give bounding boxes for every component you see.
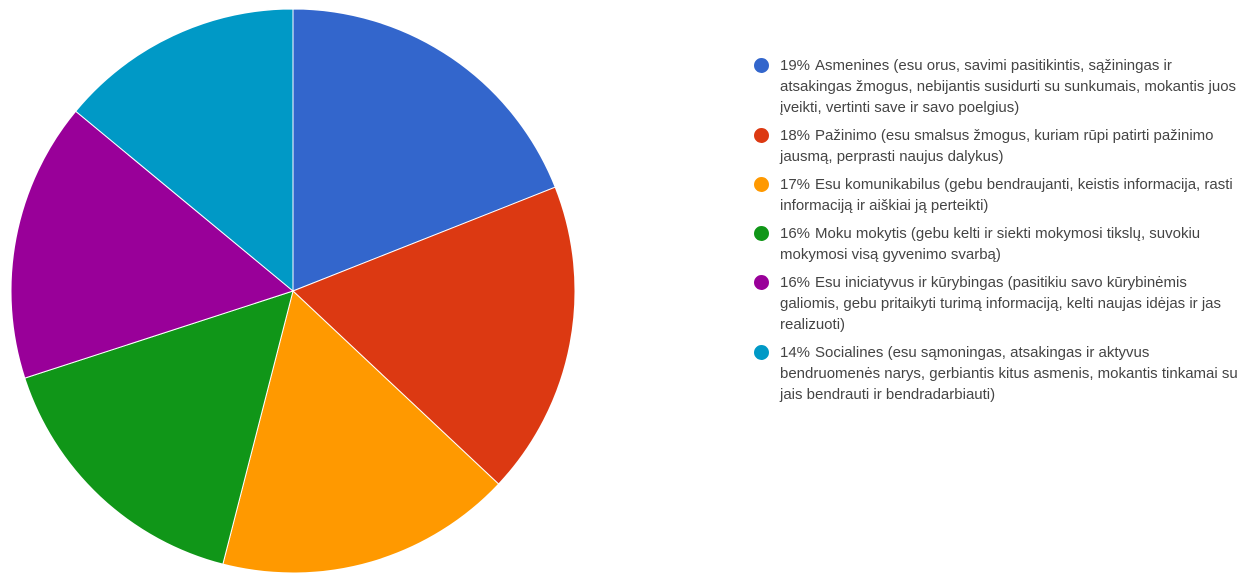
legend-percent: 18%: [780, 127, 811, 144]
legend-marker: [754, 226, 769, 241]
pie-slice: [222, 290, 500, 574]
legend-label: Esu iniciatyvus ir kūrybingas (pasitikiu…: [780, 274, 1222, 333]
legend-item: 16% Esu iniciatyvus ir kūrybingas (pasiti…: [752, 272, 1247, 335]
chart: [10, 8, 576, 574]
legend-label: Esu komunikabilus (gebu bendraujanti, ke…: [780, 176, 1233, 214]
legend-percent: 16%: [780, 225, 811, 242]
legend-marker: [754, 177, 769, 192]
pie-slice: [292, 186, 576, 485]
legend-item: 17% Esu komunikabilus (gebu bendraujanti,…: [752, 174, 1247, 216]
legend-percent: 19%: [780, 57, 811, 74]
legend-item: 16% Moku mokytis (gebu kelti ir siekti mo…: [752, 223, 1247, 265]
legend-label: Socialines (esu sąmoningas, atsakingas i…: [780, 344, 1238, 403]
pie-slice: [10, 110, 295, 379]
legend-item: 19% Asmenines (esu orus, savimi pasitikin…: [752, 55, 1247, 118]
legend-marker: [754, 345, 769, 360]
pie-slice: [292, 8, 556, 292]
legend-marker: [754, 275, 769, 290]
legend-marker: [754, 58, 769, 73]
legend-item: 14% Socialines (esu sąmoningas, atsakinga…: [752, 342, 1247, 405]
legend-label: Moku mokytis (gebu kelti ir siekti mokym…: [780, 225, 1201, 263]
legend-label: Asmenines (esu orus, savimi pasitikintis…: [780, 57, 1237, 116]
legend: 19% Asmenines (esu orus, savimi pasitikin…: [752, 55, 1247, 412]
legend-percent: 14%: [780, 344, 811, 361]
pie-slice: [75, 8, 294, 293]
legend-marker: [754, 128, 769, 143]
legend-percent: 17%: [780, 176, 811, 193]
legend-percent: 16%: [780, 274, 811, 291]
legend-item: 18% Pažinimo (esu smalsus žmogus, kuriam …: [752, 125, 1247, 167]
legend-label: Pažinimo (esu smalsus žmogus, kuriam rūp…: [780, 127, 1214, 165]
pie-slice: [24, 290, 294, 565]
